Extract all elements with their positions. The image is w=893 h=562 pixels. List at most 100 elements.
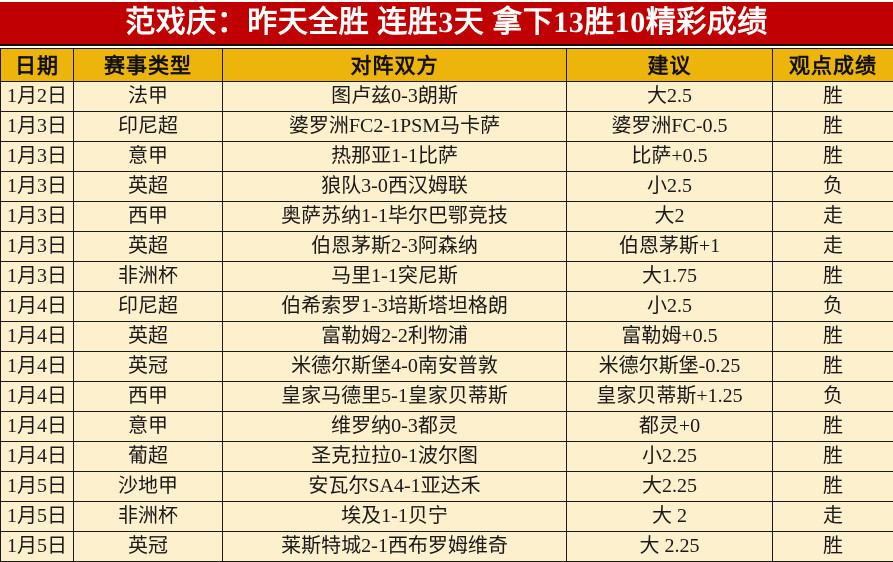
column-header-match: 对阵双方 <box>222 48 567 82</box>
cell-date: 1月5日 <box>0 531 74 562</box>
cell-date: 1月3日 <box>0 171 74 202</box>
cell-result: 胜 <box>772 261 893 292</box>
cell-league: 非洲杯 <box>73 501 223 532</box>
cell-date: 1月4日 <box>0 321 74 352</box>
cell-result: 走 <box>772 501 893 532</box>
cell-advice: 大2.5 <box>566 81 773 112</box>
cell-result: 负 <box>772 171 893 202</box>
cell-date: 1月3日 <box>0 141 74 172</box>
cell-league: 英冠 <box>73 351 223 382</box>
cell-date: 1月3日 <box>0 261 74 292</box>
column-header-advice: 建议 <box>566 48 773 82</box>
table-row: 1月3日 西甲 奥萨苏纳1-1毕尔巴鄂竞技 大2 走 <box>0 201 893 232</box>
table-row: 1月3日 英超 伯恩茅斯2-3阿森纳 伯恩茅斯+1 走 <box>0 231 893 262</box>
cell-match: 米德尔斯堡4-0南安普敦 <box>222 351 567 382</box>
cell-date: 1月4日 <box>0 441 74 472</box>
cell-match: 安瓦尔SA4-1亚达禾 <box>222 471 567 502</box>
cell-match: 婆罗洲FC2-1PSM马卡萨 <box>222 111 567 142</box>
cell-result: 走 <box>772 201 893 232</box>
cell-advice: 大1.75 <box>566 261 773 292</box>
cell-result: 胜 <box>772 471 893 502</box>
cell-league: 英超 <box>73 231 223 262</box>
cell-date: 1月5日 <box>0 471 74 502</box>
table-row: 1月3日 印尼超 婆罗洲FC2-1PSM马卡萨 婆罗洲FC-0.5 胜 <box>0 111 893 142</box>
cell-date: 1月4日 <box>0 411 74 442</box>
cell-result: 负 <box>772 291 893 322</box>
cell-date: 1月3日 <box>0 201 74 232</box>
cell-advice: 小2.5 <box>566 291 773 322</box>
cell-result: 胜 <box>772 111 893 142</box>
table-row: 1月4日 葡超 圣克拉拉0-1波尔图 小2.25 胜 <box>0 441 893 472</box>
cell-advice: 米德尔斯堡-0.25 <box>566 351 773 382</box>
cell-league: 法甲 <box>73 81 223 112</box>
cell-result: 胜 <box>772 321 893 352</box>
cell-advice: 都灵+0 <box>566 411 773 442</box>
cell-league: 印尼超 <box>73 111 223 142</box>
cell-match: 埃及1-1贝宁 <box>222 501 567 532</box>
cell-advice: 小2.25 <box>566 441 773 472</box>
cell-date: 1月3日 <box>0 231 74 262</box>
title-banner: 范戏庆：昨天全胜 连胜3天 拿下13胜10精彩成绩 <box>0 2 893 46</box>
cell-league: 沙地甲 <box>73 471 223 502</box>
cell-match: 热那亚1-1比萨 <box>222 141 567 172</box>
cell-result: 胜 <box>772 141 893 172</box>
table-row: 1月4日 英超 富勒姆2-2利物浦 富勒姆+0.5 胜 <box>0 321 893 352</box>
table-header: 日期 赛事类型 对阵双方 建议 观点成绩 <box>0 48 893 82</box>
cell-advice: 大2 <box>566 201 773 232</box>
cell-result: 负 <box>772 381 893 412</box>
cell-advice: 皇家贝蒂斯+1.25 <box>566 381 773 412</box>
cell-match: 伯希索罗1-3培斯塔坦格朗 <box>222 291 567 322</box>
cell-league: 意甲 <box>73 411 223 442</box>
prediction-table: 日期 赛事类型 对阵双方 建议 观点成绩 1月2日 法甲 图卢兹0-3朗斯 大2.5 胜… <box>0 48 893 562</box>
table-row: 1月4日 英冠 米德尔斯堡4-0南安普敦 米德尔斯堡-0.25 胜 <box>0 351 893 382</box>
cell-advice: 富勒姆+0.5 <box>566 321 773 352</box>
table-row: 1月3日 非洲杯 马里1-1突尼斯 大1.75 胜 <box>0 261 893 292</box>
cell-league: 英超 <box>73 171 223 202</box>
table-row: 1月4日 印尼超 伯希索罗1-3培斯塔坦格朗 小2.5 负 <box>0 291 893 322</box>
cell-match: 伯恩茅斯2-3阿森纳 <box>222 231 567 262</box>
cell-result: 胜 <box>772 81 893 112</box>
cell-league: 葡超 <box>73 441 223 472</box>
cell-date: 1月4日 <box>0 351 74 382</box>
table-row: 1月5日 沙地甲 安瓦尔SA4-1亚达禾 大2.25 胜 <box>0 471 893 502</box>
cell-advice: 大 2 <box>566 501 773 532</box>
cell-league: 非洲杯 <box>73 261 223 292</box>
cell-result: 胜 <box>772 351 893 382</box>
cell-advice: 小2.5 <box>566 171 773 202</box>
cell-date: 1月4日 <box>0 291 74 322</box>
cell-match: 富勒姆2-2利物浦 <box>222 321 567 352</box>
cell-league: 意甲 <box>73 141 223 172</box>
cell-date: 1月5日 <box>0 501 74 532</box>
cell-match: 图卢兹0-3朗斯 <box>222 81 567 112</box>
cell-league: 西甲 <box>73 201 223 232</box>
page-title: 范戏庆：昨天全胜 连胜3天 拿下13胜10精彩成绩 <box>125 6 768 39</box>
table-row: 1月3日 英超 狼队3-0西汉姆联 小2.5 负 <box>0 171 893 202</box>
cell-match: 皇家马德里5-1皇家贝蒂斯 <box>222 381 567 412</box>
column-header-date: 日期 <box>0 48 74 82</box>
cell-match: 圣克拉拉0-1波尔图 <box>222 441 567 472</box>
table-row: 1月5日 英冠 莱斯特城2-1西布罗姆维奇大 2.25 胜 <box>0 531 893 562</box>
cell-advice: 大 2.25 <box>566 531 773 562</box>
table-row: 1月2日 法甲 图卢兹0-3朗斯 大2.5 胜 <box>0 81 893 112</box>
cell-match: 维罗纳0-3都灵 <box>222 411 567 442</box>
cell-result: 胜 <box>772 441 893 472</box>
table-row: 1月4日 意甲 维罗纳0-3都灵 都灵+0 胜 <box>0 411 893 442</box>
cell-match: 狼队3-0西汉姆联 <box>222 171 567 202</box>
cell-league: 印尼超 <box>73 291 223 322</box>
table-row: 1月4日 西甲 皇家马德里5-1皇家贝蒂斯 皇家贝蒂斯+1.25 负 <box>0 381 893 412</box>
table-row: 1月3日 意甲 热那亚1-1比萨 比萨+0.5 胜 <box>0 141 893 172</box>
cell-date: 1月4日 <box>0 381 74 412</box>
table-header-row: 日期 赛事类型 对阵双方 建议 观点成绩 <box>0 48 893 82</box>
cell-league: 英超 <box>73 321 223 352</box>
cell-advice: 比萨+0.5 <box>566 141 773 172</box>
cell-result: 胜 <box>772 531 893 562</box>
cell-league: 西甲 <box>73 381 223 412</box>
cell-match: 马里1-1突尼斯 <box>222 261 567 292</box>
cell-advice: 伯恩茅斯+1 <box>566 231 773 262</box>
column-header-league: 赛事类型 <box>73 48 223 82</box>
table-body: 1月2日 法甲 图卢兹0-3朗斯 大2.5 胜 1月3日 印尼超 婆罗洲FC2-1PSM马卡萨… <box>0 81 893 562</box>
cell-date: 1月3日 <box>0 111 74 142</box>
cell-result: 走 <box>772 231 893 262</box>
